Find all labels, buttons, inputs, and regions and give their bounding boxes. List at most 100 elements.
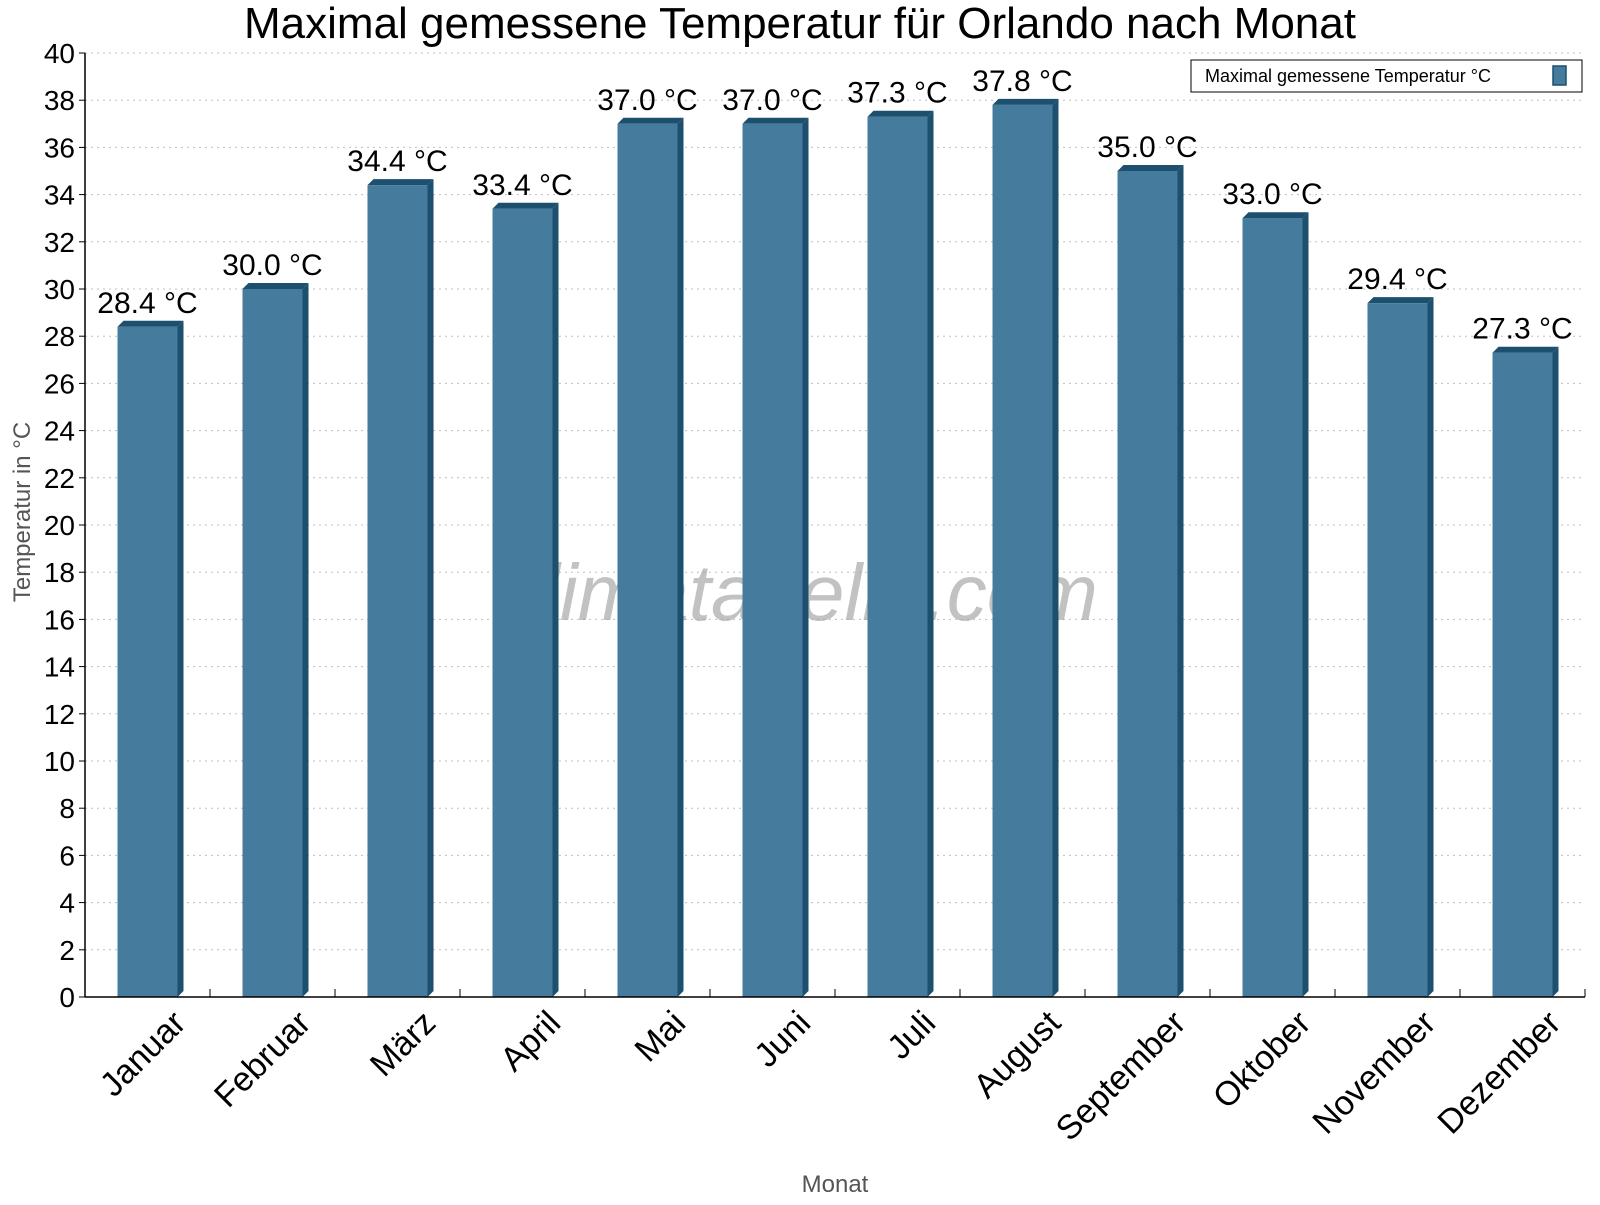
y-tick-label: 18	[44, 557, 75, 588]
y-tick-label: 0	[59, 982, 75, 1013]
bar-side	[427, 179, 434, 997]
y-tick-label: 30	[44, 274, 75, 305]
x-tick-label: Juni	[747, 1004, 818, 1075]
chart-title: Maximal gemessene Temperatur für Orlando…	[244, 0, 1356, 48]
bar	[492, 208, 553, 997]
bar-top	[1367, 297, 1434, 304]
bar-Januar: 28.4 °C	[97, 287, 198, 997]
bar	[117, 326, 178, 997]
y-tick-label: 12	[44, 699, 75, 730]
data-label: 37.0 °C	[722, 84, 822, 117]
bar-Juli: 37.3 °C	[847, 77, 948, 998]
legend-label: Maximal gemessene Temperatur °C	[1205, 66, 1491, 86]
data-label: 30.0 °C	[222, 249, 322, 282]
bar-top	[117, 320, 184, 327]
y-tick-label: 26	[44, 368, 75, 399]
y-tick-label: 28	[44, 321, 75, 352]
bar-side	[302, 283, 309, 997]
bar-November: 29.4 °C	[1347, 263, 1448, 997]
data-label: 35.0 °C	[1097, 131, 1197, 164]
y-tick-label: 20	[44, 510, 75, 541]
x-tick-label: August	[966, 1003, 1068, 1105]
x-tick-label: Januar	[93, 1004, 193, 1104]
x-axis-title: Monat	[802, 1171, 869, 1198]
bar	[617, 123, 678, 998]
y-tick-label: 24	[44, 416, 75, 447]
y-tick-label: 16	[44, 604, 75, 635]
y-tick-label: 2	[59, 935, 75, 966]
y-tick-label: 6	[59, 840, 75, 871]
bar-top	[492, 202, 559, 209]
bar-side	[1052, 98, 1059, 998]
x-tick-label: April	[493, 1004, 568, 1079]
bar-side	[552, 202, 559, 997]
bar-August: 37.8 °C	[972, 65, 1073, 998]
bar-side	[1302, 212, 1309, 997]
legend-swatch	[1552, 65, 1567, 86]
bar	[1492, 352, 1553, 998]
bar-side	[927, 110, 934, 998]
y-tick-label: 8	[59, 793, 75, 824]
bar-Mai: 37.0 °C	[597, 84, 698, 998]
y-tick-label: 10	[44, 746, 75, 777]
grid-lines	[85, 52, 1585, 951]
bar-top	[992, 98, 1059, 105]
data-label: 29.4 °C	[1347, 263, 1447, 296]
data-label: 37.0 °C	[597, 84, 697, 117]
x-tick-label: Mai	[628, 1004, 694, 1070]
y-tick-label: 40	[44, 38, 75, 69]
bar-top	[742, 117, 809, 124]
bar	[242, 289, 303, 997]
bar	[992, 104, 1053, 998]
bar-April: 33.4 °C	[472, 169, 573, 997]
bar-Juni: 37.0 °C	[722, 84, 823, 998]
bar	[1242, 218, 1303, 997]
legend: Maximal gemessene Temperatur °C	[1190, 59, 1583, 93]
bar-top	[367, 179, 434, 186]
x-tick-label: Oktober	[1206, 1004, 1318, 1116]
x-tick-label: März	[363, 1004, 443, 1084]
x-tick-label: Februar	[207, 1004, 318, 1115]
y-axis-title: Temperatur in °C	[9, 422, 36, 602]
data-label: 37.8 °C	[972, 65, 1072, 98]
x-tick-label: November	[1305, 1004, 1443, 1142]
x-tick-label: Dezember	[1430, 1004, 1568, 1142]
y-tick-label: 14	[44, 652, 75, 683]
x-tick-label: September	[1049, 1004, 1193, 1148]
y-tick-label: 34	[44, 180, 75, 211]
bar-side	[1552, 346, 1559, 998]
bar-side	[1427, 297, 1434, 997]
bar	[867, 116, 928, 998]
bar-side	[1177, 165, 1184, 997]
bar	[1117, 171, 1178, 997]
bar-top	[617, 117, 684, 124]
legend-box	[1190, 59, 1583, 93]
bar	[367, 185, 428, 997]
data-label: 28.4 °C	[97, 287, 197, 320]
bar-side	[177, 320, 184, 997]
bar-Februar: 30.0 °C	[222, 249, 323, 997]
bar-top	[867, 110, 934, 117]
bar	[742, 123, 803, 998]
y-tick-label: 22	[44, 463, 75, 494]
y-tick-label: 36	[44, 132, 75, 163]
bar-top	[1492, 346, 1559, 353]
bar-side	[802, 117, 809, 998]
bar-Dezember: 27.3 °C	[1472, 313, 1573, 998]
bars: 28.4 °C 30.0 °C 34.4 °C 33.4 °C 37.0 °C 37.0 …	[97, 65, 1573, 998]
data-label: 33.0 °C	[1222, 178, 1322, 211]
bar-März: 34.4 °C	[347, 145, 448, 997]
data-label: 37.3 °C	[847, 77, 947, 110]
bar	[1367, 303, 1428, 997]
data-label: 34.4 °C	[347, 145, 447, 178]
bar-top	[1117, 165, 1184, 171]
y-tick-label: 32	[44, 227, 75, 258]
bar-side	[677, 117, 684, 998]
bar-Oktober: 33.0 °C	[1222, 178, 1323, 997]
bar-top	[1242, 212, 1309, 219]
data-label: 33.4 °C	[472, 169, 572, 202]
data-label: 27.3 °C	[1472, 313, 1572, 346]
bar-September: 35.0 °C	[1097, 131, 1198, 997]
